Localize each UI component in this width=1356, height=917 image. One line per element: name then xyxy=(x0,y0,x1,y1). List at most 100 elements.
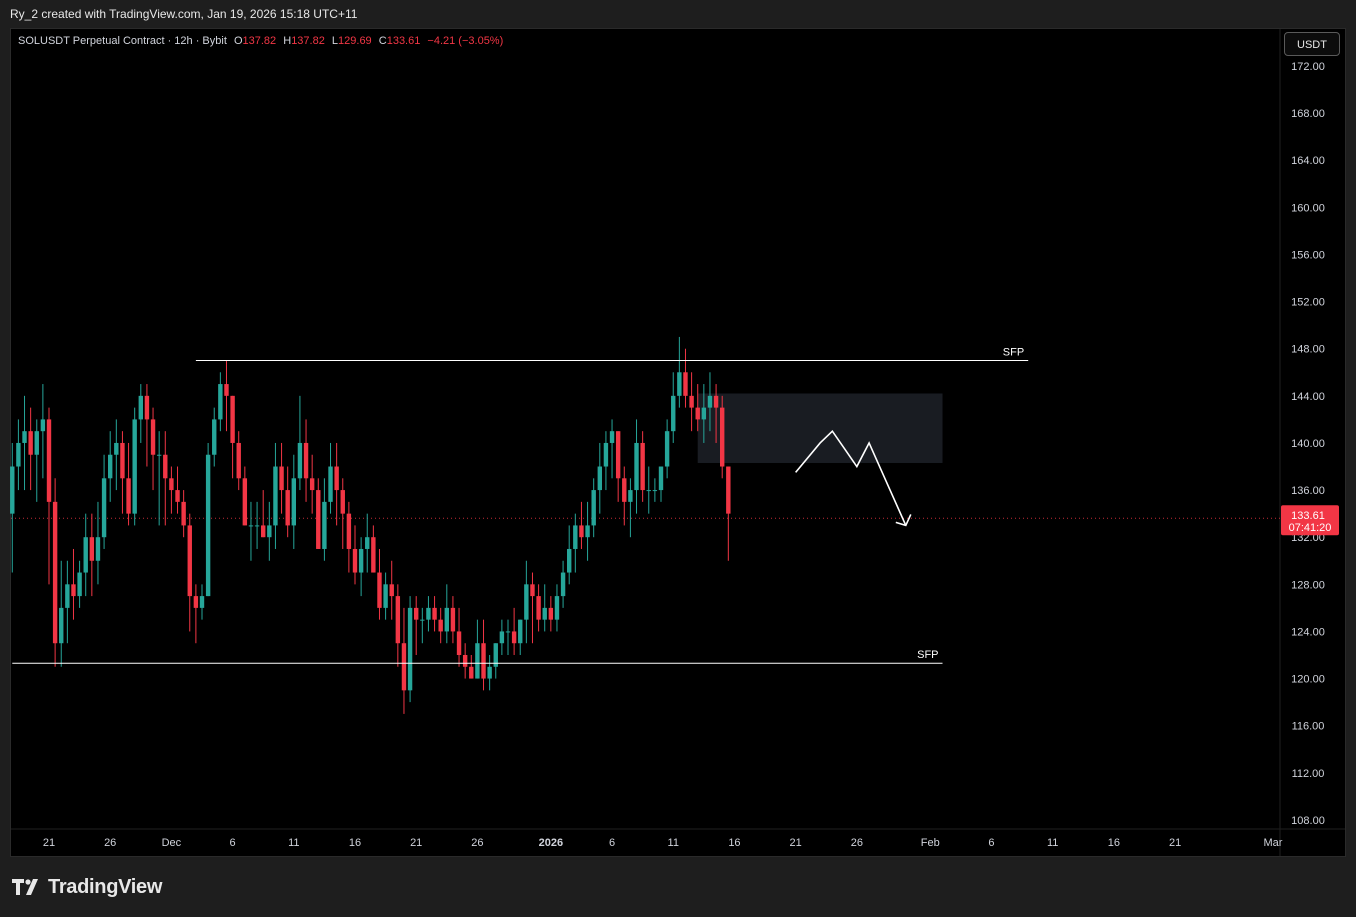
candle xyxy=(187,513,192,632)
candle-body xyxy=(701,407,707,420)
candle xyxy=(603,431,609,491)
candle xyxy=(328,442,333,514)
candle xyxy=(59,560,64,667)
candle-body xyxy=(16,442,21,467)
candle-body xyxy=(273,466,278,526)
low-label: L xyxy=(331,35,339,47)
candle xyxy=(297,395,303,491)
candle-body xyxy=(554,596,560,620)
candle xyxy=(352,525,358,585)
candle xyxy=(150,407,156,491)
change-value: −4.21 (−3.05%) xyxy=(427,35,504,47)
candle-body xyxy=(322,501,327,549)
candle xyxy=(469,655,474,679)
y-tick-label: 160.00 xyxy=(1291,202,1325,214)
x-tick-label: 11 xyxy=(1047,837,1058,849)
candle xyxy=(40,384,46,479)
candle xyxy=(120,431,125,514)
candle-body xyxy=(573,525,578,549)
y-tick-label: 164.00 xyxy=(1291,155,1325,167)
candle-body xyxy=(615,431,621,479)
candle-body xyxy=(52,501,58,644)
x-tick-label: 16 xyxy=(1108,837,1120,849)
candle xyxy=(10,442,15,573)
candle-body xyxy=(358,548,364,573)
candle-body xyxy=(126,478,131,514)
candle-body xyxy=(46,419,52,502)
candle xyxy=(371,525,376,573)
x-tick-label: 11 xyxy=(288,837,299,849)
candle-body xyxy=(444,607,449,632)
candle-body xyxy=(224,384,229,396)
candle-body xyxy=(677,372,682,396)
candle-body xyxy=(199,596,205,608)
candle-body xyxy=(303,442,309,479)
candle xyxy=(695,384,700,432)
tradingview-logo-icon xyxy=(12,879,38,895)
candle xyxy=(444,584,449,644)
symbol-name[interactable]: SOLUSDT Perpetual Contract · 12h · Bybit xyxy=(18,35,227,47)
open-label: O xyxy=(233,35,243,47)
candle-body xyxy=(548,607,554,620)
projection-path xyxy=(795,429,907,526)
candle-body xyxy=(218,384,223,420)
candle xyxy=(420,607,425,644)
y-tick-label: 144.00 xyxy=(1291,391,1325,403)
candle xyxy=(450,596,456,644)
candle xyxy=(456,607,462,667)
candle-body xyxy=(671,395,676,432)
candle-body xyxy=(22,431,27,443)
candle-body xyxy=(261,525,266,538)
candle xyxy=(554,584,560,632)
candle xyxy=(481,619,486,691)
candle-body xyxy=(205,454,211,597)
candle-body xyxy=(505,631,511,633)
candle-body xyxy=(163,454,168,479)
candle xyxy=(52,478,58,667)
candle xyxy=(401,607,407,714)
candle-body xyxy=(365,537,370,549)
candle xyxy=(597,442,602,514)
candle-body xyxy=(652,490,658,492)
candle-body xyxy=(720,407,725,467)
candle-body xyxy=(34,431,39,455)
candle-body xyxy=(567,548,572,573)
candle xyxy=(303,419,309,502)
candle xyxy=(671,372,676,443)
candle-body xyxy=(432,607,437,620)
candle xyxy=(46,407,52,585)
candle xyxy=(615,431,621,502)
candle-body xyxy=(560,572,566,597)
candle-body xyxy=(622,478,627,502)
candle xyxy=(22,395,27,491)
candle-body xyxy=(591,490,596,526)
candle xyxy=(358,537,364,597)
currency-button[interactable]: USDT xyxy=(1284,32,1340,56)
candle-body xyxy=(212,419,217,455)
candle-body xyxy=(138,395,143,420)
candle-body xyxy=(426,607,431,620)
candle xyxy=(316,478,321,549)
candle-body xyxy=(450,607,456,632)
candle-body xyxy=(248,525,254,527)
candle xyxy=(267,501,272,561)
candle-body xyxy=(316,490,321,549)
candle xyxy=(499,619,505,655)
sfp-label: SFP xyxy=(1003,347,1024,359)
candle-body xyxy=(530,584,535,597)
candle-body xyxy=(346,513,352,549)
y-tick-label: 168.00 xyxy=(1291,108,1325,120)
candle-body xyxy=(101,478,107,538)
candle-body xyxy=(285,490,290,526)
candle-body xyxy=(242,478,248,526)
candle xyxy=(236,431,241,491)
candle-body xyxy=(334,466,339,491)
candle-body xyxy=(230,395,235,443)
candle xyxy=(218,372,223,432)
candle xyxy=(407,596,413,703)
candle-body xyxy=(175,490,180,502)
candle-body xyxy=(518,619,523,644)
candle-body xyxy=(628,490,633,502)
candle xyxy=(193,584,199,644)
